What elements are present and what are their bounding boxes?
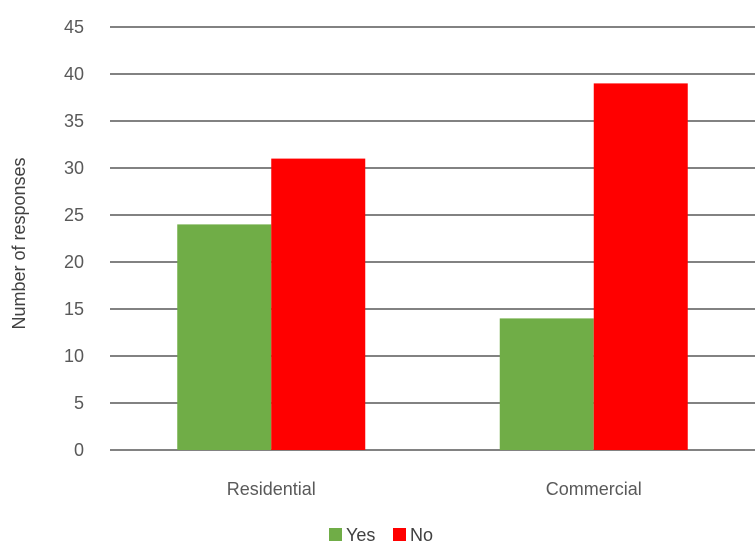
x-category-label: Commercial [546, 479, 642, 499]
x-category-label: Residential [227, 479, 316, 499]
y-axis-title: Number of responses [9, 157, 29, 329]
y-tick-label: 0 [74, 440, 84, 460]
legend-item-yes: Yes [329, 525, 375, 545]
y-axis-ticks: 0 5 10 15 20 25 30 35 40 45 [64, 17, 84, 460]
y-tick-label: 45 [64, 17, 84, 37]
legend-label: Yes [346, 525, 375, 545]
bars [177, 83, 688, 451]
y-tick-label: 20 [64, 252, 84, 272]
legend-swatch [329, 528, 342, 541]
y-tick-label: 10 [64, 346, 84, 366]
x-axis-categories: Residential Commercial [227, 479, 642, 499]
y-tick-label: 35 [64, 111, 84, 131]
bar-residential-yes [177, 224, 272, 450]
y-tick-label: 30 [64, 158, 84, 178]
legend: Yes No [329, 525, 433, 545]
y-tick-label: 5 [74, 393, 84, 413]
legend-swatch [393, 528, 406, 541]
y-tick-label: 40 [64, 64, 84, 84]
bar-commercial-no [593, 83, 688, 451]
y-tick-label: 25 [64, 205, 84, 225]
bar-commercial-yes [499, 318, 594, 450]
legend-item-no: No [393, 525, 433, 545]
y-tick-label: 15 [64, 299, 84, 319]
legend-label: No [410, 525, 433, 545]
bar-residential-no [271, 158, 366, 450]
